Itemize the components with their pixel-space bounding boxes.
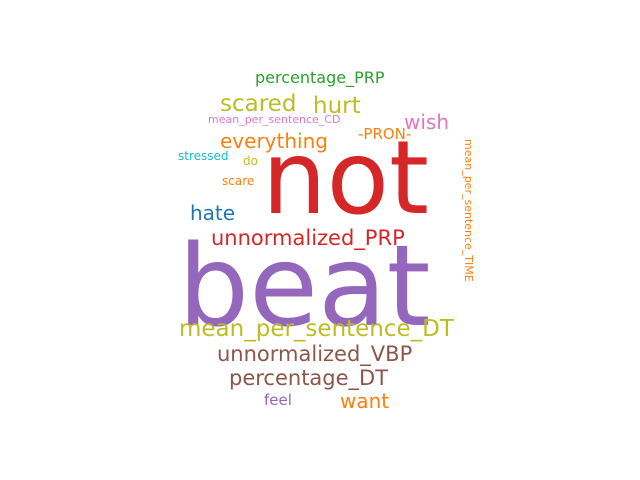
word-not: not	[262, 119, 430, 238]
word-hurt: hurt	[313, 93, 361, 119]
word-percentage-prp: percentage_PRP	[255, 68, 385, 87]
word-percentage-dt: percentage_DT	[229, 366, 389, 390]
word-unnormalized-vbp: unnormalized_VBP	[217, 342, 413, 366]
word-everything: everything	[220, 129, 328, 153]
word-unnormalized-prp: unnormalized_PRP	[211, 226, 405, 250]
word-stressed: stressed	[178, 149, 229, 163]
word-scared: scared	[220, 91, 297, 117]
word-mean-per-sentence-time: mean_per_sentence_TIME	[462, 139, 475, 282]
word-feel: feel	[264, 391, 292, 409]
word-mean-per-sentence-dt: mean_per_sentence_DT	[179, 316, 454, 342]
word-hate: hate	[190, 201, 236, 225]
word-mean-per-sentence-cd: mean_per_sentence_CD	[208, 113, 341, 126]
word-want: want	[340, 389, 390, 413]
word-wish: wish	[404, 110, 450, 134]
word-beat: beat	[178, 222, 431, 352]
word-scare: scare	[222, 174, 255, 188]
word-pron: -PRON-	[358, 125, 412, 143]
word-do: do	[243, 154, 258, 168]
